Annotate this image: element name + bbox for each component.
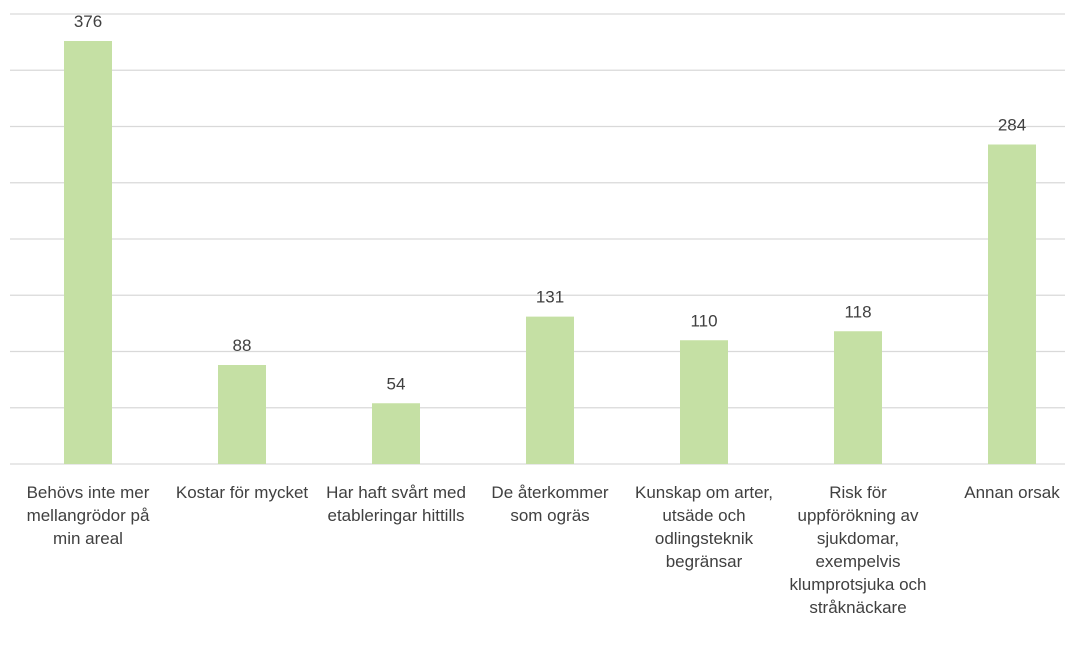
bar	[834, 331, 882, 464]
value-label: 284	[998, 116, 1026, 135]
value-label: 376	[74, 12, 102, 31]
value-label: 131	[536, 288, 564, 307]
bar	[372, 403, 420, 464]
bar	[526, 316, 574, 464]
value-label: 88	[233, 336, 252, 355]
value-label: 54	[387, 374, 406, 393]
value-label: 118	[844, 302, 871, 321]
x-tick-label: Har haft svårt med etableringar hittills	[326, 483, 466, 525]
bar	[218, 365, 266, 464]
x-tick-label: Annan orsak	[964, 483, 1060, 502]
bar	[988, 144, 1036, 464]
bar	[680, 340, 728, 464]
x-tick-label: Behövs inte mer mellangrödor på min area…	[26, 483, 150, 548]
value-label: 110	[690, 311, 717, 330]
bar	[64, 41, 112, 464]
x-tick-label: Kunskap om arter, utsäde och odlingstekn…	[635, 483, 773, 571]
x-tick-label: Kostar för mycket	[175, 483, 309, 502]
x-tick-label: De återkommer som ogräs	[491, 483, 609, 525]
x-tick-label: Risk för uppförökning av sjukdomar, exem…	[789, 483, 927, 617]
